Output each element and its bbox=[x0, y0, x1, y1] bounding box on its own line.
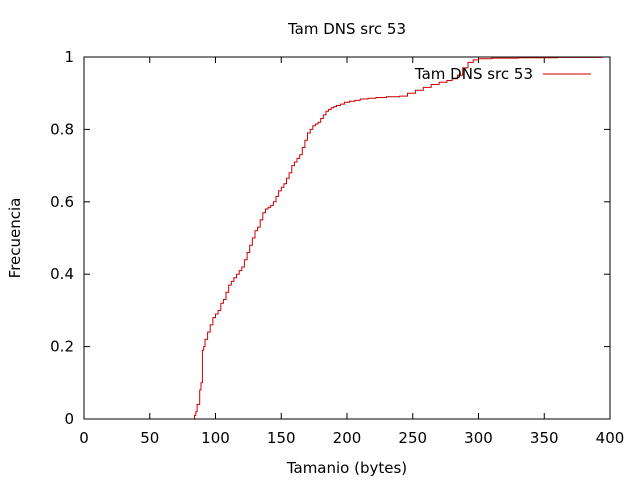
y-tick-label: 0.4 bbox=[50, 265, 74, 283]
x-tick-label: 250 bbox=[398, 429, 427, 447]
x-tick-label: 400 bbox=[596, 429, 625, 447]
ticks-layer: 0 50 100 150 200 250 300 350 400 0 0.2 0.4 0.6 0.8 1 bbox=[50, 48, 624, 447]
y-tick-label: 1 bbox=[64, 48, 74, 66]
y-tick-label: 0.6 bbox=[50, 193, 74, 211]
plot-frame bbox=[83, 56, 611, 420]
series-line bbox=[191, 56, 603, 420]
y-tick-label: 0 bbox=[64, 410, 74, 428]
y-axis-label: Frecuencia bbox=[6, 198, 24, 279]
y-tick-label: 0.2 bbox=[50, 338, 74, 356]
x-axis-label: Tamanio (bytes) bbox=[286, 459, 407, 477]
x-tick-label: 0 bbox=[79, 429, 89, 447]
x-tick-label: 150 bbox=[267, 429, 296, 447]
legend-label: Tam DNS src 53 bbox=[414, 65, 533, 83]
x-tick-label: 100 bbox=[201, 429, 230, 447]
x-tick-label: 50 bbox=[140, 429, 159, 447]
x-tick-label: 300 bbox=[464, 429, 493, 447]
x-tick-label: 350 bbox=[530, 429, 559, 447]
legend: Tam DNS src 53 bbox=[414, 65, 591, 83]
y-tick-label: 0.8 bbox=[50, 120, 74, 138]
x-tick-label: 200 bbox=[333, 429, 362, 447]
chart-title: Tam DNS src 53 bbox=[287, 20, 406, 38]
series-layer bbox=[191, 56, 603, 420]
